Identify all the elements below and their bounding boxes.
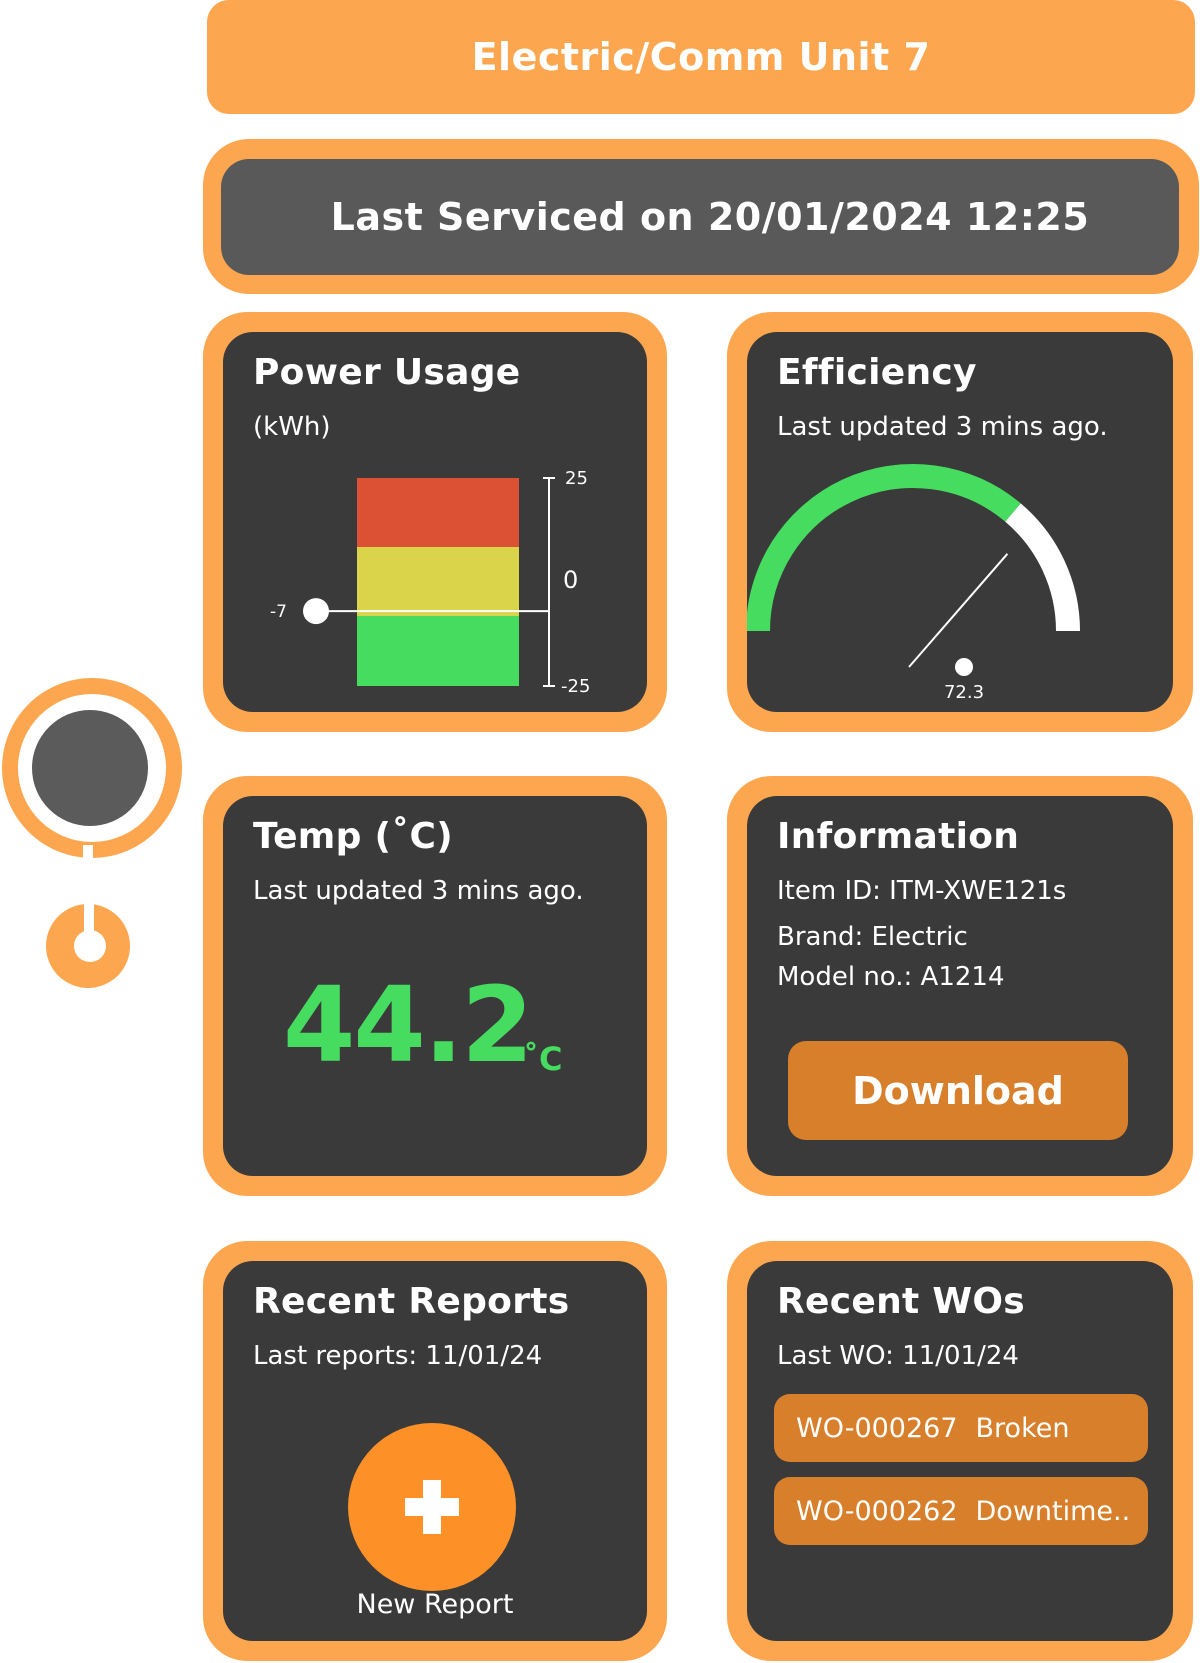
last-wo-date: Last WO: 11/01/24 — [777, 1341, 1019, 1371]
work-order-status: Downtime.. — [975, 1495, 1131, 1527]
power-tick-bottom: -25 — [561, 676, 590, 697]
power-toggle-notch — [84, 900, 94, 936]
power-zone-low — [357, 616, 519, 686]
brand: Brand: Electric — [777, 922, 968, 952]
efficiency-panel: Efficiency Last updated 3 mins ago. 72.3 — [747, 332, 1173, 712]
new-report-button[interactable] — [348, 1423, 516, 1591]
last-report-date: Last reports: 11/01/24 — [253, 1341, 543, 1371]
power-zone-high — [357, 478, 519, 547]
temp-updated: Last updated 3 mins ago. — [253, 876, 584, 906]
work-order-id: WO-000262 — [796, 1495, 958, 1527]
work-order-id: WO-000267 — [796, 1412, 958, 1444]
model-number: Model no.: A1214 — [777, 962, 1005, 992]
status-ring-notch — [83, 845, 93, 863]
last-serviced-banner: Last Serviced on 20/01/2024 12:25 — [221, 159, 1179, 275]
item-id: Item ID: ITM-XWE121s — [777, 876, 1067, 906]
information-title: Information — [777, 816, 1020, 857]
page-title: Electric/Comm Unit 7 — [207, 0, 1195, 114]
information-panel: Information Item ID: ITM-XWE121s Brand: … — [747, 796, 1173, 1176]
power-tick-top: 25 — [565, 468, 588, 489]
power-usage-chart: -7 25 0 -25 — [270, 468, 590, 697]
efficiency-title: Efficiency — [777, 352, 977, 393]
efficiency-gauge-pivot — [955, 658, 973, 676]
recent-wos-panel: Recent WOs Last WO: 11/01/24 WO-000267 B… — [747, 1261, 1173, 1641]
status-indicator[interactable] — [32, 710, 148, 826]
new-report-label: New Report — [356, 1589, 514, 1620]
work-order-item[interactable]: WO-000267 Broken — [774, 1394, 1148, 1462]
recent-wos-title: Recent WOs — [777, 1281, 1026, 1322]
temp-title: Temp (˚C) — [253, 816, 454, 857]
plus-icon-vertical — [423, 1480, 441, 1534]
download-button[interactable]: Download — [788, 1041, 1128, 1140]
efficiency-gauge-fill — [747, 464, 1021, 632]
recent-reports-panel: Recent Reports Last reports: 11/01/24 Ne… — [223, 1261, 647, 1641]
recent-reports-title: Recent Reports — [253, 1281, 570, 1322]
work-order-status: Broken — [975, 1412, 1070, 1444]
efficiency-updated: Last updated 3 mins ago. — [777, 412, 1108, 442]
efficiency-gauge-track — [1005, 503, 1080, 632]
temp-unit: ˚C — [523, 1040, 563, 1078]
temp-reading: 44.2 — [283, 964, 534, 1086]
power-value-label: -7 — [270, 602, 287, 622]
power-zone-mid — [357, 547, 519, 616]
power-value-marker — [303, 598, 329, 625]
power-usage-unit: (kWh) — [253, 412, 331, 442]
efficiency-gauge-needle — [908, 553, 1009, 668]
efficiency-value-label: 72.3 — [944, 682, 984, 703]
power-tick-mid: 0 — [563, 566, 578, 594]
power-usage-title: Power Usage — [253, 352, 521, 393]
power-usage-panel: Power Usage (kWh) -7 25 0 -25 — [223, 332, 647, 712]
work-order-item[interactable]: WO-000262 Downtime.. — [774, 1477, 1148, 1545]
efficiency-gauge: 72.3 — [747, 464, 1080, 703]
temp-panel: Temp (˚C) Last updated 3 mins ago. 44.2 … — [223, 796, 647, 1176]
